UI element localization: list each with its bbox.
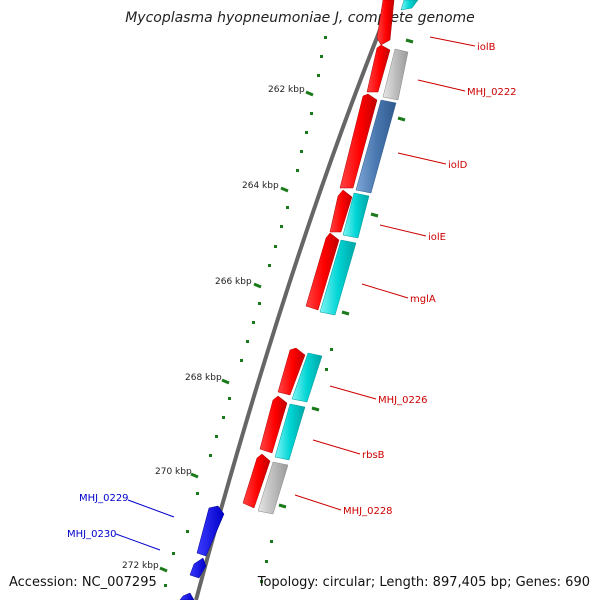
- accession-text: Accession: NC_007295: [9, 575, 157, 590]
- cds-MHJ_0222[interactable]: [366, 44, 391, 93]
- gene-leader-lines: [115, 36, 476, 551]
- feature-marks: [278, 38, 414, 509]
- gene-label-iolB[interactable]: iolB: [477, 42, 496, 53]
- tick-label: 262 kbp: [268, 85, 305, 95]
- gene-label-mglA[interactable]: mglA: [410, 294, 436, 305]
- tick-label: 270 kbp: [155, 467, 192, 477]
- forward-cds-track: [242, 0, 395, 509]
- tick-label: 266 kbp: [215, 277, 252, 287]
- kbp-tick-marks: [159, 90, 314, 573]
- cog-block: [382, 48, 409, 101]
- cds-iolD[interactable]: [339, 93, 378, 189]
- cds-iolB[interactable]: [376, 0, 395, 46]
- cds-MHJ_0226[interactable]: [277, 347, 306, 396]
- gene-label-MHJ_0222[interactable]: MHJ_0222: [467, 87, 517, 98]
- cds-partial[interactable]: [179, 592, 195, 600]
- gene-label-MHJ_0229[interactable]: MHJ_0229: [79, 493, 129, 504]
- genome-summary-text: Topology: circular; Length: 897,405 bp; …: [257, 575, 590, 590]
- genome-backbone: [194, 0, 394, 600]
- cds-MHJ_0229[interactable]: [196, 505, 225, 557]
- gc-dots: [164, 36, 333, 587]
- tick-label: 264 kbp: [242, 181, 279, 191]
- cds-rbsB[interactable]: [259, 395, 288, 454]
- cog-block: [274, 403, 306, 461]
- cog-track: [257, 0, 419, 515]
- gene-label-MHJ_0226[interactable]: MHJ_0226: [378, 395, 428, 406]
- gene-label-iolE[interactable]: iolE: [428, 232, 446, 243]
- gene-label-rbsB[interactable]: rbsB: [362, 450, 385, 461]
- tick-label: 268 kbp: [185, 373, 222, 383]
- cds-iolE[interactable]: [329, 189, 353, 233]
- cog-block: [400, 0, 419, 11]
- cog-block: [291, 352, 323, 403]
- gene-label-iolD[interactable]: iolD: [448, 160, 468, 171]
- gene-label-MHJ_0228[interactable]: MHJ_0228: [343, 506, 393, 517]
- gene-label-MHJ_0230[interactable]: MHJ_0230: [67, 529, 117, 540]
- reverse-cds-track: [179, 505, 225, 600]
- tick-label: 272 kbp: [122, 561, 159, 571]
- cog-block: [257, 461, 289, 515]
- cog-block: [342, 192, 370, 239]
- cds-MHJ_0228[interactable]: [242, 453, 271, 509]
- cds-mglA[interactable]: [305, 232, 340, 311]
- cog-block: [355, 99, 397, 194]
- cog-block: [319, 239, 357, 316]
- cds-MHJ_0230[interactable]: [189, 557, 207, 579]
